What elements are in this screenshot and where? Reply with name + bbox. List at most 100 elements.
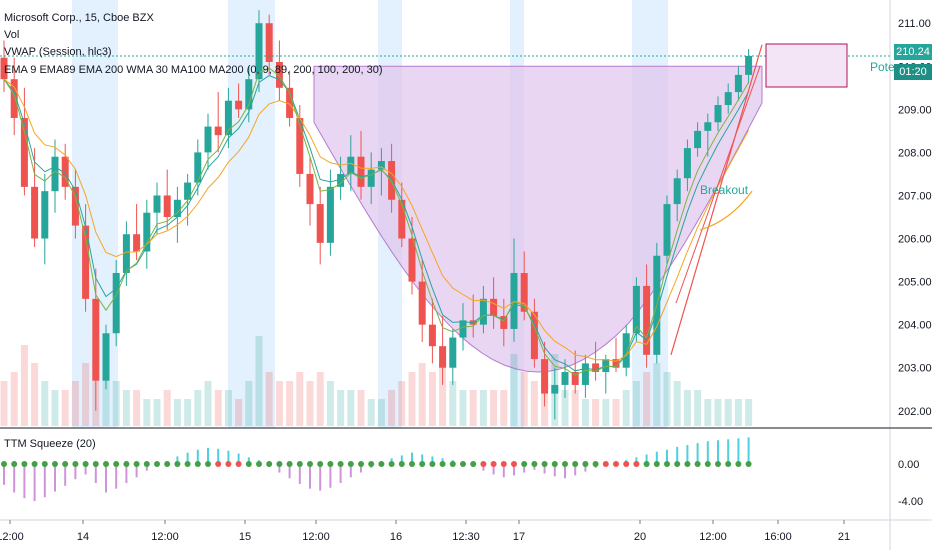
squeeze-bar xyxy=(706,441,709,464)
last-price-tag: 210.24 xyxy=(894,44,932,60)
volume-bar xyxy=(612,399,620,426)
chart-title: Microsoft Corp., 15, Cboe BZX xyxy=(4,12,154,24)
squeeze-bar xyxy=(492,464,495,475)
squeeze-bar xyxy=(696,443,699,464)
squeeze-bar xyxy=(135,464,138,478)
candle-body xyxy=(204,126,212,153)
squeeze-dot xyxy=(664,461,670,467)
volume-bar xyxy=(326,381,334,426)
squeeze-bar xyxy=(666,449,668,464)
squeeze-bar xyxy=(288,464,291,479)
candle-body xyxy=(367,169,375,187)
y-tick-label: 204.00 xyxy=(898,320,932,332)
squeeze-dot xyxy=(368,461,375,467)
candle-body xyxy=(265,23,273,62)
volume-bar xyxy=(367,399,375,426)
squeeze-dot xyxy=(643,461,650,467)
y-tick-label: 207.00 xyxy=(898,190,932,202)
volume-bar xyxy=(734,399,742,426)
squeeze-dot xyxy=(602,461,609,467)
indicator-tick-label: 0.00 xyxy=(898,459,919,471)
indicator-tick-label: -4.00 xyxy=(898,496,923,508)
volume-bar xyxy=(663,372,671,426)
squeeze-dot xyxy=(715,461,721,467)
volume-bar xyxy=(490,390,498,426)
squeeze-dot xyxy=(449,461,456,467)
squeeze-bar xyxy=(84,464,87,475)
squeeze-bar xyxy=(564,464,566,479)
volume-bar xyxy=(408,372,416,426)
volume-bar xyxy=(316,372,324,426)
squeeze-dot xyxy=(633,461,640,467)
volume-bar xyxy=(418,363,426,426)
squeeze-dot xyxy=(551,461,558,467)
squeeze-dot xyxy=(347,461,354,467)
squeeze-dot xyxy=(378,461,385,467)
squeeze-bar xyxy=(94,464,97,483)
squeeze-dot xyxy=(704,461,711,467)
squeeze-bar xyxy=(115,464,118,489)
squeeze-dot xyxy=(41,461,48,467)
volume-bar xyxy=(398,381,406,426)
volume-bar xyxy=(724,399,732,426)
volume-bar xyxy=(439,363,447,426)
squeeze-bar xyxy=(145,464,148,471)
candle-body xyxy=(326,186,334,243)
candle-body xyxy=(122,234,130,273)
candle-body xyxy=(133,234,141,252)
candle-body xyxy=(439,346,447,368)
volume-bar xyxy=(82,363,90,426)
squeeze-dot xyxy=(21,461,28,467)
candle-body xyxy=(41,191,49,239)
volume-bar xyxy=(673,381,681,426)
candle-body xyxy=(235,100,243,110)
squeeze-dot xyxy=(500,461,507,467)
squeeze-bar xyxy=(186,452,189,464)
squeeze-dot xyxy=(531,461,538,467)
volume-bar xyxy=(622,390,630,426)
volume-bar xyxy=(694,390,702,426)
squeeze-bar xyxy=(339,464,342,483)
candle-body xyxy=(734,74,742,93)
squeeze-dot xyxy=(62,461,69,467)
squeeze-bar xyxy=(655,451,658,464)
candle-body xyxy=(694,130,702,149)
candle-body xyxy=(31,186,39,239)
volume-bar xyxy=(388,390,396,426)
squeeze-bar xyxy=(309,464,311,489)
candle-body xyxy=(541,359,549,394)
candle-body xyxy=(163,195,171,217)
volume-bar xyxy=(194,390,202,426)
x-tick-label: 20 xyxy=(634,531,646,543)
squeeze-dot xyxy=(235,461,242,467)
candle-body xyxy=(479,298,487,325)
volume-bar xyxy=(265,372,273,426)
candle-body xyxy=(255,23,263,80)
squeeze-bar xyxy=(247,457,250,464)
squeeze-bar xyxy=(645,454,648,464)
candle-body xyxy=(704,122,712,131)
candle-body xyxy=(643,285,651,355)
squeeze-bar xyxy=(237,453,240,464)
support-trendline xyxy=(675,66,761,304)
squeeze-dot xyxy=(429,461,436,467)
squeeze-dot xyxy=(653,461,660,467)
squeeze-bar xyxy=(329,464,332,488)
squeeze-dot xyxy=(296,461,303,467)
squeeze-dot xyxy=(541,461,548,467)
volume-bar xyxy=(286,381,294,426)
squeeze-bar xyxy=(400,455,403,464)
volume-bar xyxy=(592,399,600,426)
squeeze-dot xyxy=(133,461,140,467)
candle-body xyxy=(357,156,365,187)
x-tick-label: 14 xyxy=(77,531,89,543)
squeeze-dot xyxy=(174,461,181,467)
squeeze-dot xyxy=(439,461,446,467)
volume-bar xyxy=(561,390,569,426)
volume-bar xyxy=(41,381,49,426)
volume-label: Vol xyxy=(4,29,20,41)
candle-body xyxy=(724,92,732,106)
squeeze-dot xyxy=(490,461,497,467)
breakout-trendline xyxy=(670,44,763,355)
